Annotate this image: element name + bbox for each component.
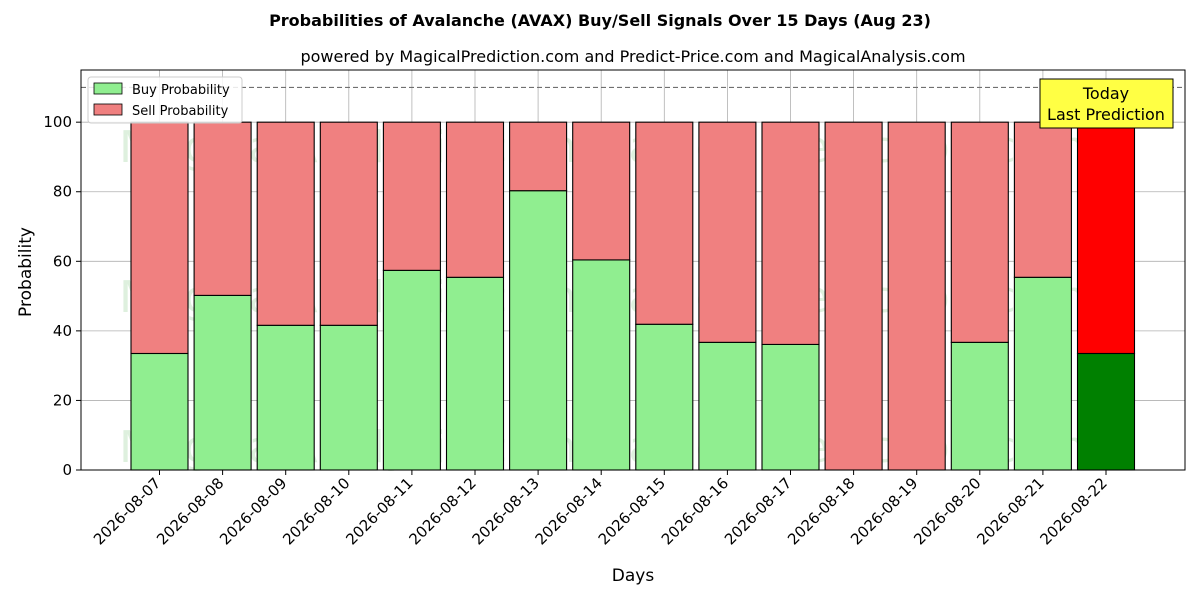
buy-bar bbox=[130, 352, 189, 471]
x-tick-label: 2026-08-07 bbox=[90, 474, 164, 548]
last-prediction-label: Last Prediction bbox=[1047, 105, 1165, 124]
buy-bar bbox=[572, 259, 631, 471]
sell-bar bbox=[887, 121, 946, 471]
x-tick-label: 2026-08-10 bbox=[279, 474, 353, 548]
legend-label: Sell Probability bbox=[132, 104, 229, 119]
sell-bar bbox=[1013, 121, 1072, 278]
legend-box bbox=[87, 76, 243, 124]
sell-bar bbox=[382, 121, 441, 271]
sell-bar bbox=[635, 121, 694, 325]
legend-swatch bbox=[93, 82, 123, 95]
sell-bar bbox=[761, 121, 820, 345]
sell-bar bbox=[950, 121, 1009, 343]
sell-bar bbox=[193, 121, 252, 296]
plot-frame bbox=[80, 69, 1186, 471]
x-tick-label: 2026-08-18 bbox=[784, 474, 858, 548]
sell-bar bbox=[445, 121, 505, 278]
buy-bar bbox=[1013, 276, 1072, 471]
y-tick-label: 100 bbox=[43, 113, 72, 131]
x-tick-label: 2026-08-14 bbox=[532, 474, 606, 548]
x-tick-label: 2026-08-11 bbox=[342, 474, 416, 548]
buy-bar bbox=[761, 343, 820, 471]
chart-title: Probabilities of Avalanche (AVAX) Buy/Se… bbox=[269, 11, 931, 30]
buy-bar bbox=[950, 341, 1009, 471]
sell-bar bbox=[572, 121, 631, 261]
y-tick-label: 80 bbox=[53, 183, 72, 201]
x-tick-label: 2026-08-22 bbox=[1036, 474, 1110, 548]
x-tick-label: 2026-08-17 bbox=[721, 474, 795, 548]
buy-bar bbox=[319, 324, 378, 471]
x-tick-label: 2026-08-19 bbox=[847, 474, 921, 548]
today-label: Today bbox=[1082, 84, 1129, 103]
buy-bar bbox=[635, 323, 694, 471]
y-tick-label: 0 bbox=[62, 461, 72, 479]
legend-label: Buy Probability bbox=[132, 83, 230, 98]
x-tick-label: 2026-08-09 bbox=[216, 474, 290, 548]
buy-bar bbox=[445, 276, 505, 471]
y-tick-label: 40 bbox=[53, 322, 72, 340]
sell-bar bbox=[698, 121, 757, 343]
x-tick-label: 2026-08-21 bbox=[973, 474, 1047, 548]
buy-bar bbox=[1076, 352, 1136, 471]
y-tick-label: 20 bbox=[53, 391, 72, 409]
x-axis-label: Days bbox=[612, 566, 655, 586]
buy-bar bbox=[698, 341, 757, 471]
buy-bar bbox=[382, 269, 441, 471]
y-tick-label: 60 bbox=[53, 252, 72, 270]
x-tick-label: 2026-08-08 bbox=[153, 474, 227, 548]
x-tick-label: 2026-08-20 bbox=[910, 474, 984, 548]
sell-bar bbox=[256, 121, 315, 326]
sell-bar bbox=[130, 121, 189, 355]
sell-bar bbox=[824, 121, 883, 471]
plot-area: 020406080100MagicalAnalysis.comMagicalPr… bbox=[43, 69, 1186, 548]
sell-bar bbox=[509, 121, 568, 192]
buy-bar bbox=[509, 190, 568, 471]
sell-bar bbox=[319, 121, 378, 326]
x-tick-label: 2026-08-16 bbox=[658, 474, 732, 548]
x-tick-label: 2026-08-12 bbox=[405, 474, 479, 548]
sell-bar bbox=[1076, 121, 1136, 355]
legend-swatch bbox=[93, 103, 123, 116]
x-tick-label: 2026-08-13 bbox=[469, 474, 543, 548]
today-label-box bbox=[1039, 78, 1174, 129]
x-tick-label: 2026-08-15 bbox=[595, 474, 669, 548]
chart-subtitle: powered by MagicalPrediction.com and Pre… bbox=[300, 47, 965, 66]
buy-bar bbox=[256, 324, 315, 471]
y-axis-label: Probability bbox=[16, 227, 36, 317]
buy-bar bbox=[193, 294, 252, 471]
